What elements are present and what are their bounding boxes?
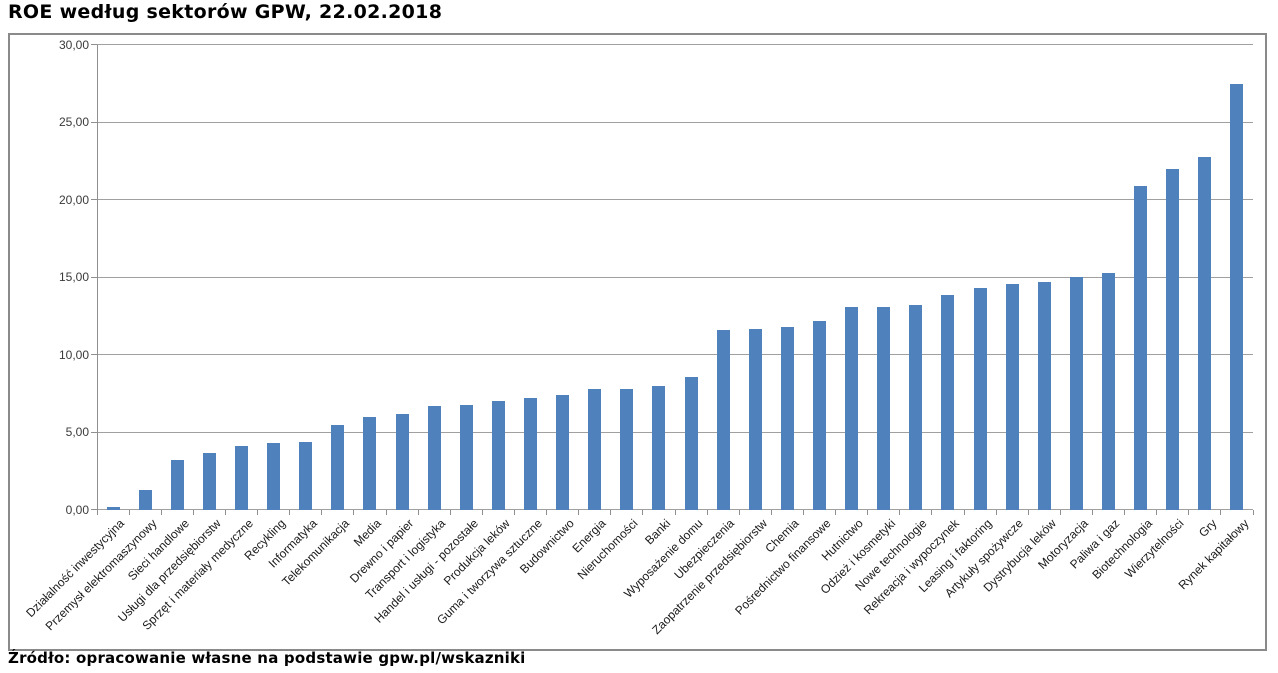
bar bbox=[139, 489, 152, 510]
x-axis-tick bbox=[289, 509, 291, 515]
y-axis-tick bbox=[91, 44, 97, 45]
bar bbox=[492, 400, 505, 510]
bar bbox=[1006, 283, 1019, 510]
y-gridline bbox=[97, 44, 1253, 45]
x-axis-tick bbox=[192, 509, 194, 515]
chart-frame bbox=[8, 33, 1267, 651]
x-axis-tick bbox=[1156, 509, 1158, 515]
bar bbox=[460, 404, 473, 510]
y-gridline bbox=[97, 199, 1253, 200]
x-axis-tick bbox=[1124, 509, 1126, 515]
y-axis-tick bbox=[91, 509, 97, 510]
x-axis-tick bbox=[867, 509, 869, 515]
bar bbox=[620, 388, 633, 510]
x-axis-tick bbox=[963, 509, 965, 515]
x-axis-tick bbox=[513, 509, 515, 515]
x-axis-tick bbox=[802, 509, 804, 515]
chart-title: ROE według sektorów GPW, 22.02.2018 bbox=[8, 1, 443, 23]
y-axis-tick bbox=[91, 276, 97, 278]
x-axis-tick bbox=[353, 509, 355, 515]
y-axis-tick-label: 5,00 bbox=[65, 425, 89, 439]
x-axis-tick bbox=[385, 509, 387, 515]
bar bbox=[909, 304, 922, 510]
bar bbox=[267, 442, 280, 510]
y-axis-tick-label: 15,00 bbox=[58, 270, 89, 284]
bar bbox=[556, 394, 569, 510]
bar bbox=[1102, 272, 1115, 510]
bar bbox=[749, 328, 762, 510]
y-axis-tick-label: 20,00 bbox=[58, 192, 89, 207]
x-axis-tick bbox=[449, 509, 451, 515]
bar bbox=[845, 306, 858, 510]
x-axis-tick bbox=[931, 509, 933, 515]
x-axis-tick bbox=[417, 509, 419, 515]
y-axis-tick-label: 30,00 bbox=[58, 37, 89, 52]
x-axis-tick bbox=[1252, 509, 1254, 515]
bar bbox=[331, 424, 344, 510]
bar bbox=[652, 385, 665, 510]
x-axis-tick bbox=[706, 509, 708, 515]
x-axis-tick bbox=[578, 509, 580, 515]
x-axis-tick bbox=[96, 509, 98, 515]
bar bbox=[1166, 168, 1179, 510]
x-axis-tick bbox=[610, 509, 612, 515]
x-axis-tick bbox=[128, 509, 130, 515]
x-axis-tick bbox=[257, 509, 259, 515]
source-note: Źródło: opracowanie własne na podstawie … bbox=[8, 649, 526, 667]
y-gridline bbox=[97, 354, 1253, 355]
x-axis-tick bbox=[160, 509, 162, 515]
y-gridline bbox=[97, 121, 1253, 123]
y-axis-tick bbox=[91, 121, 97, 123]
x-axis-tick bbox=[224, 509, 226, 515]
bar bbox=[1198, 156, 1211, 510]
bar bbox=[1134, 185, 1147, 510]
x-axis-tick bbox=[1059, 509, 1061, 515]
bar bbox=[941, 294, 954, 510]
bar bbox=[1038, 281, 1051, 510]
y-axis-tick-label: 0,00 bbox=[65, 502, 89, 517]
y-gridline bbox=[97, 431, 1253, 433]
bar bbox=[428, 405, 441, 510]
x-axis-tick bbox=[995, 509, 997, 515]
x-axis-tick bbox=[1027, 509, 1029, 515]
x-axis-tick bbox=[546, 509, 548, 515]
bar bbox=[588, 388, 601, 510]
bar bbox=[813, 320, 826, 510]
x-axis-tick bbox=[321, 509, 323, 515]
bar bbox=[396, 413, 409, 510]
y-axis-tick bbox=[91, 199, 97, 200]
y-axis-line bbox=[96, 44, 98, 510]
bar bbox=[717, 329, 730, 510]
x-axis-tick bbox=[1091, 509, 1093, 515]
y-axis-tick-label: 10,00 bbox=[58, 347, 89, 362]
x-axis-tick bbox=[642, 509, 644, 515]
bar bbox=[974, 287, 987, 510]
bar bbox=[107, 506, 120, 510]
y-gridline bbox=[97, 276, 1253, 278]
x-axis-tick bbox=[835, 509, 837, 515]
bar bbox=[363, 416, 376, 510]
x-axis-tick bbox=[1220, 509, 1222, 515]
bar bbox=[781, 326, 794, 510]
bar bbox=[685, 376, 698, 510]
bar bbox=[203, 452, 216, 510]
x-axis-tick bbox=[738, 509, 740, 515]
bar bbox=[877, 306, 890, 510]
x-axis-tick bbox=[1188, 509, 1190, 515]
bar bbox=[1070, 276, 1083, 510]
x-axis-tick bbox=[674, 509, 676, 515]
bar bbox=[299, 441, 312, 510]
y-axis-tick bbox=[91, 354, 97, 355]
bar bbox=[1230, 83, 1243, 510]
x-axis-tick bbox=[770, 509, 772, 515]
y-axis-tick-label: 25,00 bbox=[58, 115, 89, 129]
bar bbox=[171, 459, 184, 510]
x-axis-tick bbox=[899, 509, 901, 515]
x-axis-tick bbox=[481, 509, 483, 515]
y-axis-tick bbox=[91, 431, 97, 433]
bar bbox=[235, 445, 248, 510]
bar bbox=[524, 397, 537, 510]
